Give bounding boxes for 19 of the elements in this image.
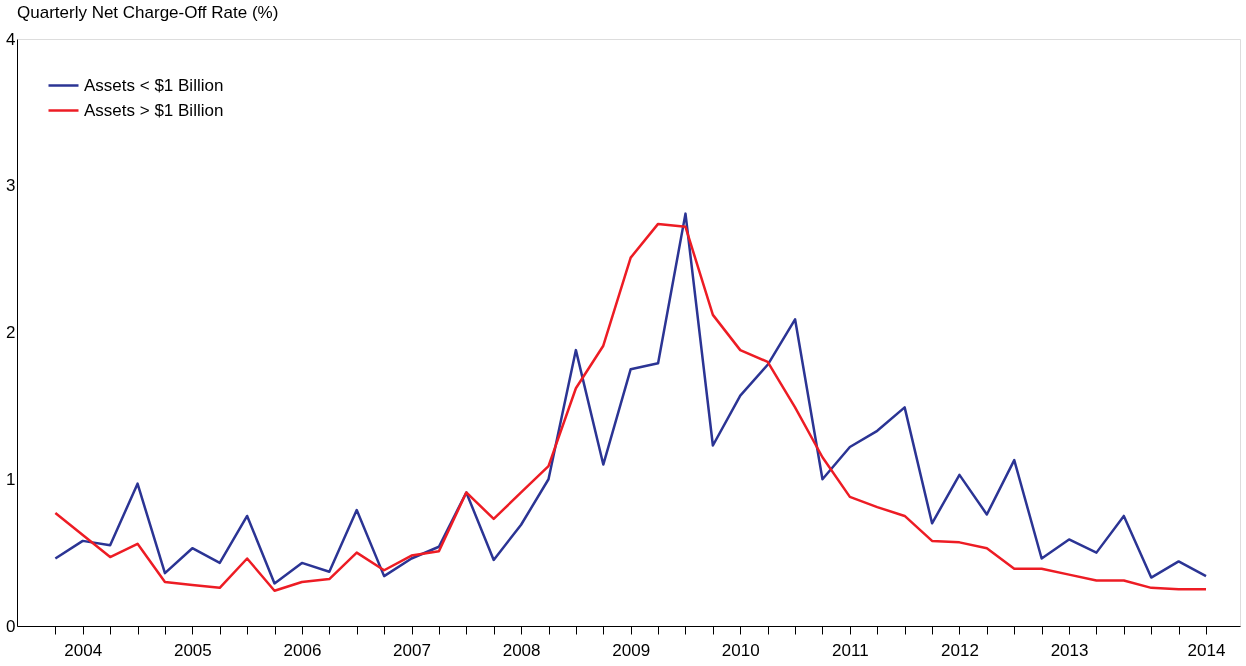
legend-label: Assets > $1 Billion bbox=[84, 100, 224, 120]
x-tick-label: 2010 bbox=[721, 640, 760, 660]
x-tick-label: 2009 bbox=[612, 640, 651, 660]
x-tick-label: 2007 bbox=[393, 640, 431, 660]
y-tick-label: 1 bbox=[6, 469, 16, 489]
x-tick-label: 2006 bbox=[283, 640, 322, 660]
x-tick-label: 2005 bbox=[173, 640, 212, 660]
x-tick-label: 2014 bbox=[1187, 640, 1226, 660]
y-tick-label: 3 bbox=[6, 176, 16, 196]
y-tick-label: 2 bbox=[6, 323, 16, 342]
y-tick-label: 4 bbox=[6, 29, 16, 49]
y-tick-label: 0 bbox=[6, 616, 16, 636]
x-tick-label: 2011 bbox=[832, 640, 869, 660]
x-tick-label: 2012 bbox=[941, 640, 979, 660]
x-tick-label: 2013 bbox=[1050, 640, 1089, 660]
chart-title: Quarterly Net Charge-Off Rate (%) bbox=[17, 3, 279, 22]
x-tick-label: 2004 bbox=[64, 640, 103, 660]
legend-label: Assets < $1 Billion bbox=[84, 75, 224, 95]
x-tick-label: 2008 bbox=[502, 640, 541, 660]
